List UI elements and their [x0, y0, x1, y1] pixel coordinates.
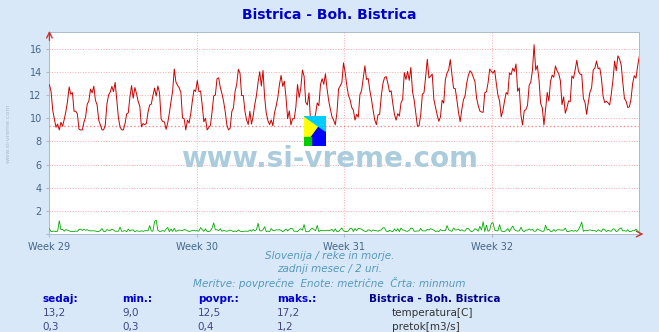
Text: 1,2: 1,2: [277, 322, 293, 332]
Text: min.:: min.:: [122, 294, 152, 304]
Text: www.si-vreme.com: www.si-vreme.com: [5, 103, 11, 163]
Text: Meritve: povprečne  Enote: metrične  Črta: minmum: Meritve: povprečne Enote: metrične Črta:…: [193, 277, 466, 289]
Text: zadnji mesec / 2 uri.: zadnji mesec / 2 uri.: [277, 264, 382, 274]
Text: 0,3: 0,3: [43, 322, 59, 332]
Polygon shape: [304, 116, 326, 146]
Text: maks.:: maks.:: [277, 294, 316, 304]
Text: 0,3: 0,3: [122, 322, 138, 332]
Text: temperatura[C]: temperatura[C]: [392, 308, 474, 318]
Polygon shape: [304, 116, 326, 146]
Text: Bistrica - Boh. Bistrica: Bistrica - Boh. Bistrica: [369, 294, 501, 304]
Text: 0,4: 0,4: [198, 322, 214, 332]
Polygon shape: [304, 116, 326, 131]
Text: pretok[m3/s]: pretok[m3/s]: [392, 322, 460, 332]
Text: sedaj:: sedaj:: [43, 294, 78, 304]
Text: povpr.:: povpr.:: [198, 294, 239, 304]
Polygon shape: [304, 137, 311, 146]
Text: Bistrica - Boh. Bistrica: Bistrica - Boh. Bistrica: [243, 8, 416, 22]
Text: 12,5: 12,5: [198, 308, 221, 318]
Text: 17,2: 17,2: [277, 308, 300, 318]
Text: www.si-vreme.com: www.si-vreme.com: [181, 145, 478, 173]
Text: 13,2: 13,2: [43, 308, 66, 318]
Text: Slovenija / reke in morje.: Slovenija / reke in morje.: [265, 251, 394, 261]
Text: 9,0: 9,0: [122, 308, 138, 318]
